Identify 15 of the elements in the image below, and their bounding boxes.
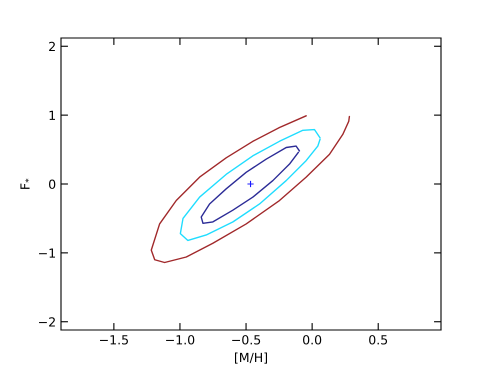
x-tick-label: 0.0 [303,335,322,345]
line-series [180,128,321,242]
y-tick-label: 0 [49,179,56,189]
y-tick-label: 2 [49,42,55,52]
x-axis-title: [M/H] [235,352,267,364]
x-tick-label: −0.5 [232,335,260,345]
y-tick-label: −1 [39,248,55,258]
y-tick-label: 1 [50,110,55,120]
line-series [200,145,300,224]
y-axis-title: F$_{*}$ [20,178,30,189]
x-tick-label: −1.0 [166,335,194,345]
line-series [150,115,350,264]
x-tick-label: −1.5 [100,335,128,345]
y-tick-label: −2 [39,317,55,326]
x-tick-label: 0.5 [369,335,388,345]
